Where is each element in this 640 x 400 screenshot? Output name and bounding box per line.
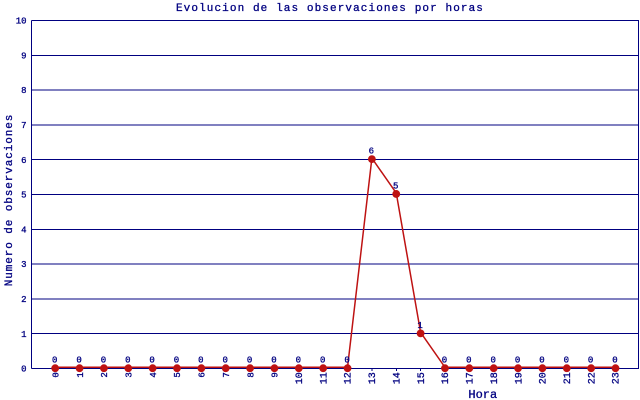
- svg-text:3: 3: [21, 260, 26, 270]
- svg-text:0: 0: [490, 356, 495, 366]
- svg-text:0: 0: [515, 356, 520, 366]
- svg-text:0: 0: [174, 356, 179, 366]
- svg-text:0: 0: [149, 356, 154, 366]
- svg-text:6: 6: [21, 156, 26, 166]
- svg-text:12: 12: [344, 372, 355, 384]
- svg-text:9: 9: [271, 372, 281, 377]
- svg-text:20: 20: [539, 372, 550, 384]
- svg-text:1: 1: [76, 372, 86, 377]
- svg-text:2: 2: [21, 295, 26, 305]
- svg-text:10: 10: [295, 372, 306, 384]
- svg-text:Evolucion de las observaciones: Evolucion de las observaciones por horas: [176, 3, 484, 15]
- svg-text:0: 0: [271, 356, 276, 366]
- svg-text:0: 0: [198, 356, 203, 366]
- svg-text:14: 14: [392, 372, 403, 384]
- svg-text:19: 19: [514, 372, 525, 384]
- svg-text:6: 6: [198, 372, 208, 377]
- svg-text:0: 0: [612, 356, 617, 366]
- svg-text:3: 3: [124, 372, 134, 377]
- svg-text:0: 0: [101, 356, 106, 366]
- svg-text:0: 0: [564, 356, 569, 366]
- svg-text:22: 22: [587, 372, 598, 384]
- svg-text:0: 0: [21, 365, 26, 375]
- svg-text:23: 23: [612, 372, 623, 384]
- svg-text:0: 0: [296, 356, 301, 366]
- svg-text:1: 1: [417, 321, 422, 331]
- svg-text:7: 7: [222, 372, 232, 377]
- svg-text:0: 0: [320, 356, 325, 366]
- svg-text:0: 0: [52, 356, 57, 366]
- svg-text:1: 1: [21, 330, 26, 340]
- svg-text:0: 0: [125, 356, 130, 366]
- svg-text:0: 0: [539, 356, 544, 366]
- svg-text:11: 11: [319, 372, 330, 384]
- svg-text:21: 21: [563, 372, 574, 384]
- svg-text:5: 5: [393, 181, 398, 191]
- svg-text:4: 4: [149, 372, 159, 377]
- svg-text:Numero de observaciones: Numero de observaciones: [4, 114, 16, 287]
- svg-text:0: 0: [51, 372, 61, 377]
- svg-text:10: 10: [16, 17, 27, 27]
- svg-text:0: 0: [223, 356, 228, 366]
- svg-text:5: 5: [21, 191, 26, 201]
- svg-text:Hora: Hora: [468, 388, 497, 400]
- svg-text:16: 16: [441, 372, 452, 384]
- svg-text:17: 17: [466, 372, 477, 384]
- svg-text:15: 15: [417, 372, 428, 384]
- svg-text:0: 0: [466, 356, 471, 366]
- svg-text:18: 18: [490, 372, 501, 384]
- svg-text:0: 0: [247, 356, 252, 366]
- svg-text:0: 0: [344, 356, 349, 366]
- svg-text:8: 8: [21, 86, 26, 96]
- svg-text:2: 2: [100, 372, 110, 377]
- svg-text:0: 0: [588, 356, 593, 366]
- svg-text:13: 13: [368, 372, 379, 384]
- svg-text:9: 9: [21, 51, 26, 61]
- svg-text:4: 4: [21, 225, 26, 235]
- svg-text:0: 0: [76, 356, 81, 366]
- svg-text:0: 0: [442, 356, 447, 366]
- svg-text:8: 8: [246, 372, 256, 377]
- svg-text:5: 5: [173, 372, 183, 377]
- svg-text:7: 7: [21, 121, 26, 131]
- svg-text:6: 6: [369, 147, 374, 157]
